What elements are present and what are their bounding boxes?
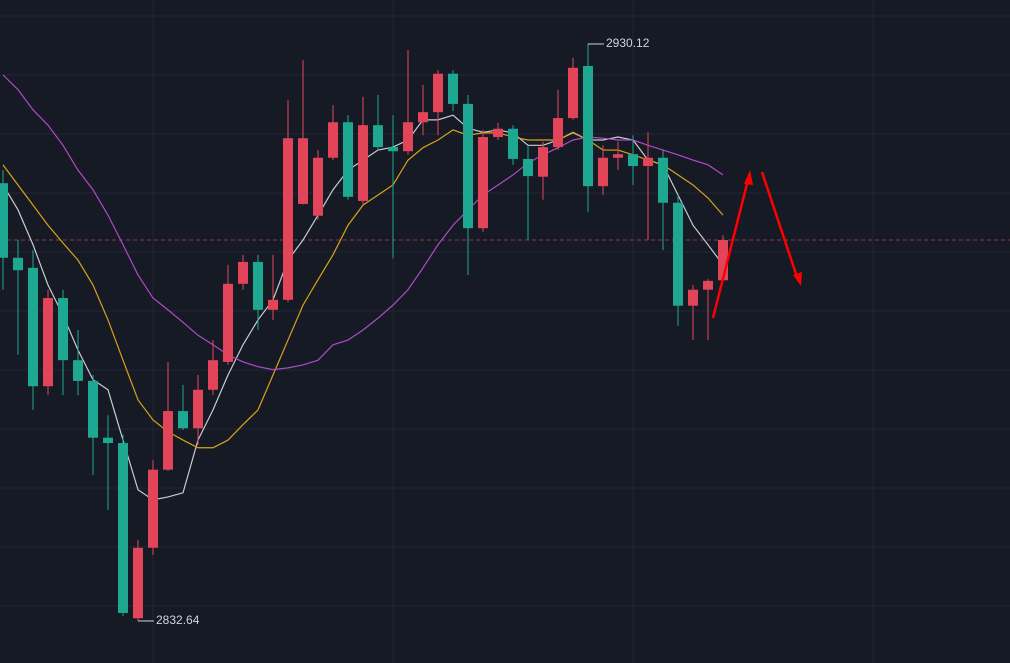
candle-body: [643, 157, 653, 167]
candle-body: [343, 122, 353, 197]
arrow-up: [711, 179, 750, 319]
candle-body: [358, 125, 368, 201]
candle-body: [613, 154, 623, 158]
candle-body: [703, 280, 713, 290]
candle-body: [268, 299, 278, 310]
candle-body: [0, 183, 8, 258]
candle-body: [478, 137, 488, 229]
candle-body: [223, 283, 233, 362]
candle-body: [448, 73, 458, 104]
candle-body: [523, 158, 533, 177]
candle-body: [58, 298, 68, 361]
candle-body: [673, 202, 683, 306]
plot-area: 2930.12 2832.64: [0, 36, 1010, 627]
candle-body: [433, 73, 443, 113]
candle-body: [13, 257, 23, 271]
candle-body: [463, 103, 473, 229]
candle-body: [283, 138, 293, 300]
candle-body: [418, 112, 428, 123]
candle-body: [28, 267, 38, 387]
candle-body: [388, 147, 398, 152]
candle-body: [253, 261, 263, 310]
high-label: 2930.12: [606, 36, 650, 50]
arrow-head: [793, 272, 802, 286]
low-label: 2832.64: [156, 613, 200, 627]
candle-body: [328, 122, 338, 158]
candle-body: [718, 240, 728, 281]
candle-body: [628, 154, 638, 167]
candle-body: [403, 122, 413, 152]
candle-body: [43, 298, 53, 387]
candle-body: [553, 118, 563, 148]
moving-average-line: [2, 74, 724, 371]
candle-body: [208, 360, 218, 390]
candle-body: [193, 389, 203, 429]
candle-body: [163, 411, 173, 470]
candle-body: [583, 65, 593, 187]
candle-body: [688, 289, 698, 306]
candle-body: [178, 411, 188, 429]
candle-body: [133, 547, 143, 619]
candle-body: [148, 469, 158, 548]
candle-body: [568, 67, 578, 119]
candle-body: [373, 125, 383, 148]
candle-body: [493, 128, 503, 138]
candle-body: [88, 380, 98, 438]
candle-body: [298, 138, 308, 204]
candle-body: [508, 128, 518, 159]
forecast-arrows: [711, 170, 802, 319]
candle-body: [238, 261, 248, 284]
candle-body: [658, 157, 668, 203]
candle-body: [313, 157, 323, 216]
candle-body: [598, 157, 608, 187]
candle-body: [103, 437, 113, 444]
candle-body: [118, 443, 128, 613]
arrow-head: [744, 170, 753, 185]
candle-body: [538, 147, 548, 177]
candle-body: [73, 360, 83, 381]
arrow-down: [760, 171, 799, 278]
